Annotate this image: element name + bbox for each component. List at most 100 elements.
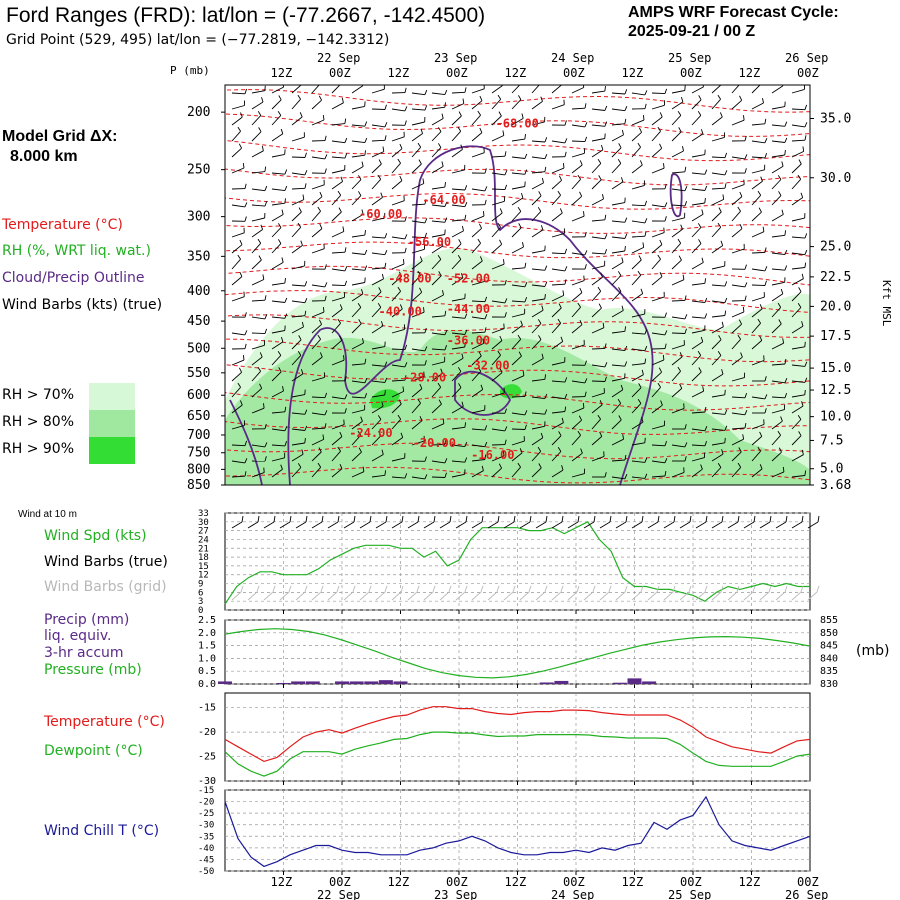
wind-barb: [411, 256, 423, 270]
wind-barb: [711, 335, 722, 350]
wind-barb: [371, 341, 386, 350]
wind-barb: [711, 94, 721, 110]
wind-barb: [611, 118, 627, 126]
wind-barb: [311, 282, 328, 288]
wind-barb: [751, 446, 761, 462]
day-label-bottom: 22 Sep: [317, 888, 360, 900]
height-tick-label: 12.5: [820, 383, 851, 398]
cross-section-area: -68.00 -64.00 -60.00 -56.00 -48.00 -52.00 -40.…: [225, 85, 810, 485]
height-tick-label: 30.0: [820, 171, 851, 186]
wind-barb: [611, 89, 628, 95]
precip-bar: [393, 681, 408, 684]
temperature-label: -48.00: [388, 272, 431, 286]
wind-barb: [451, 87, 467, 94]
time-label-top: 00Z: [446, 66, 468, 80]
wind-barb: [271, 110, 282, 126]
model-grid-label: Model Grid ΔX:: [2, 128, 118, 145]
wind-barb: [371, 273, 384, 286]
wind-barb: [751, 85, 761, 94]
temperature-label: -40.00: [379, 305, 422, 319]
wind-barb: [331, 464, 343, 478]
temperature-label: -68.00: [496, 116, 539, 130]
forecast-cycle-value: 2025-09-21 / 00 Z: [628, 23, 756, 40]
wind-barb: [431, 229, 446, 238]
y-tick-label: -20: [198, 727, 216, 738]
surface-wind-barb: [423, 515, 436, 529]
wind-barb: [491, 450, 505, 462]
wind-barb: [752, 408, 767, 414]
wind-barb: [491, 130, 505, 142]
wind-barb: [271, 149, 286, 158]
wind-barb: [631, 127, 643, 142]
wind-barb: [291, 183, 307, 190]
wind-barb: [351, 319, 362, 334]
wind-barb: [531, 85, 540, 94]
wind-barb: [371, 390, 386, 398]
wind-barb: [671, 340, 685, 350]
wind-barb: [311, 307, 325, 318]
wind-barb: [791, 287, 802, 302]
wind-barb: [411, 232, 428, 239]
wind-barb: [751, 153, 768, 159]
wind-barb: [611, 177, 624, 190]
wind-barb: [351, 101, 366, 110]
wind-barb: [251, 145, 264, 158]
wind-barb: [711, 152, 728, 159]
wind-barb: [731, 423, 747, 430]
temperature-label: -44.00: [447, 302, 490, 316]
wind-barb: [511, 351, 522, 366]
wind-barb: [571, 250, 588, 256]
wind-barb: [351, 265, 368, 271]
height-tick-label: 25.0: [820, 240, 851, 255]
wind-barb: [311, 334, 321, 350]
wind-barb: [651, 254, 661, 270]
surface-wind-barb-grid: [407, 585, 420, 601]
temperature-label: -32.00: [466, 359, 509, 373]
wind-barb: [331, 304, 343, 318]
wind-barb: [531, 421, 546, 430]
wind-barb: [231, 382, 241, 398]
wind-barb: [291, 207, 302, 222]
wind-barb: [791, 377, 808, 383]
wind-barb: [531, 116, 546, 126]
wind-barb: [351, 230, 366, 238]
wind-barb: [311, 135, 327, 142]
wind-barb: [251, 110, 262, 126]
wind-barb: [351, 175, 362, 190]
surface-wind-barb-grid: [647, 585, 660, 601]
surface-wind-barb: [679, 515, 692, 529]
y-tick-label: 27: [198, 527, 209, 537]
wind-barb: [431, 102, 446, 110]
wind-barb: [451, 383, 462, 398]
wind-barb: [451, 469, 466, 478]
wind-barb: [771, 404, 786, 414]
legend-dewpoint: Dewpoint (°C): [44, 743, 143, 759]
time-label-bottom: 00Z: [680, 875, 702, 889]
pressure-tick-label: 250: [187, 163, 210, 178]
isotherm: [225, 392, 810, 411]
surface-wind-barb: [599, 515, 612, 529]
wind-barb: [231, 400, 243, 414]
wind-barb: [771, 175, 782, 190]
time-label-bottom: 12Z: [271, 875, 293, 889]
wind-barb: [751, 394, 768, 400]
legend-precip-liq: liq. equiv.: [44, 628, 112, 644]
wind-barb: [511, 370, 525, 382]
wind-barb: [791, 192, 804, 206]
wind-barb: [231, 183, 247, 190]
surface-wind-barb: [663, 515, 676, 529]
y-tick-label: 30: [198, 518, 209, 528]
wind-barb: [531, 206, 542, 222]
wind-barb: [491, 208, 503, 222]
wind-barb: [291, 449, 304, 462]
wind-barb: [431, 127, 442, 142]
surface-wind-barb-grid: [343, 585, 356, 601]
wind-barb: [331, 266, 348, 272]
wind-barb: [351, 416, 363, 430]
surface-wind-barb: [791, 515, 804, 529]
wind-barb: [731, 295, 747, 302]
surface-wind-barb-grid: [311, 585, 324, 601]
wind-barb: [571, 160, 583, 174]
wind-barb: [531, 265, 548, 271]
wind-barb: [331, 97, 344, 110]
